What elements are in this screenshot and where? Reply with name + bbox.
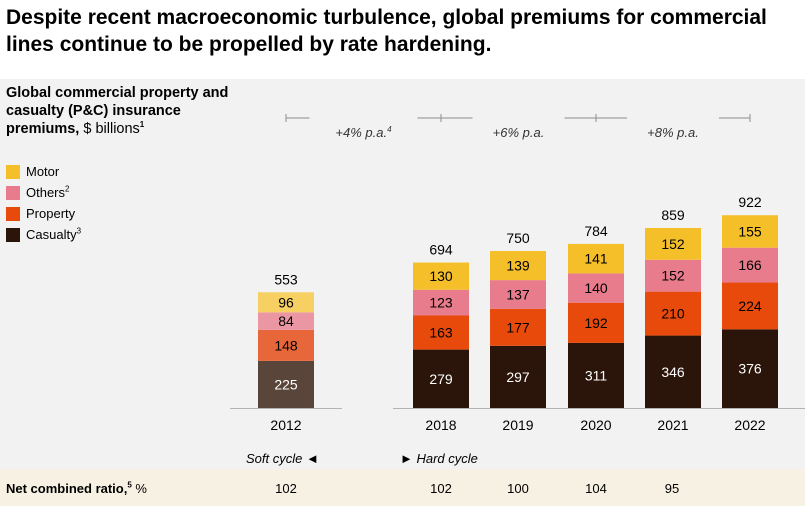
bar-others-2018 — [413, 289, 469, 316]
headline: Despite recent macroeconomic turbulence,… — [6, 6, 767, 56]
data-label-property-2021: 210 — [661, 306, 685, 322]
bar-motor-2021 — [645, 228, 701, 260]
tick-label-2012: 2012 — [270, 417, 301, 433]
data-label-motor-2020: 141 — [584, 251, 608, 267]
ratio-label: Net combined ratio,5 % — [6, 481, 147, 496]
bar-others-2020 — [568, 273, 624, 303]
bar-property-2022 — [722, 282, 778, 330]
legend-swatch-motor — [6, 165, 20, 179]
bar-others-2022 — [722, 247, 778, 283]
data-label-motor-2021: 152 — [661, 236, 685, 252]
ratio-value-2018: 102 — [430, 481, 452, 496]
tick-label-2020: 2020 — [580, 417, 611, 433]
legend-swatch-others — [6, 186, 20, 200]
ratio-band — [0, 469, 805, 506]
data-label-motor-2018: 130 — [429, 268, 453, 284]
bar-motor-2022 — [722, 215, 778, 248]
data-label-property-2018: 163 — [429, 325, 453, 341]
ratio-label-text: Net combined ratio, — [6, 481, 128, 496]
legend-label-casualty: Casualty — [26, 227, 77, 242]
growth-label--6-p-a--1: +6% p.a. — [493, 125, 545, 140]
total-label-2019: 750 — [506, 230, 530, 246]
growth-label--4-p-a--0: +4% p.a.4 — [335, 125, 392, 140]
ratio-value-2021: 95 — [664, 481, 680, 496]
data-label-property-2022: 224 — [738, 298, 762, 314]
ratio-value-2020: 104 — [585, 481, 607, 496]
growth-label--8-p-a--2: +8% p.a. — [647, 125, 699, 140]
legend-label-others: Others — [26, 185, 66, 200]
data-label-property-2012: 148 — [274, 337, 298, 353]
subtitle-unit: $ billions — [79, 121, 140, 137]
data-label-casualty-2021: 346 — [661, 364, 685, 380]
subtitle-footnote: 1 — [139, 120, 145, 130]
data-label-others-2021: 152 — [661, 268, 685, 284]
data-label-property-2019: 177 — [506, 319, 530, 335]
tick-label-2019: 2019 — [502, 417, 533, 433]
legend-label-property: Property — [26, 206, 76, 221]
total-label-2021: 859 — [661, 207, 685, 223]
tick-label-2022: 2022 — [734, 417, 765, 433]
data-label-motor-2019: 139 — [506, 258, 530, 274]
bar-property-2018 — [413, 315, 469, 350]
bar-casualty-2019 — [490, 345, 546, 408]
data-label-motor-2012: 96 — [278, 294, 294, 310]
bar-property-2021 — [645, 291, 701, 336]
legend-swatch-property — [6, 207, 20, 221]
bar-casualty-2021 — [645, 335, 701, 408]
total-label-2012: 553 — [274, 271, 298, 287]
data-label-casualty-2020: 311 — [585, 367, 608, 383]
chart-subtitle: Global commercial property and casualty … — [6, 84, 256, 138]
bar-motor-2012 — [258, 292, 314, 313]
bar-casualty-2022 — [722, 329, 778, 408]
legend-footnote-others: 2 — [65, 184, 70, 194]
data-label-others-2018: 123 — [429, 295, 453, 311]
bar-motor-2018 — [413, 262, 469, 290]
total-label-2022: 922 — [738, 194, 762, 210]
bar-others-2019 — [490, 280, 546, 309]
total-label-2018: 694 — [429, 242, 453, 258]
legend-swatch-casualty — [6, 228, 20, 242]
bar-casualty-2012 — [258, 360, 314, 408]
data-label-others-2012: 84 — [278, 313, 294, 329]
tick-label-2018: 2018 — [425, 417, 456, 433]
bar-property-2019 — [490, 308, 546, 346]
data-label-motor-2022: 155 — [738, 223, 762, 239]
data-label-others-2019: 137 — [506, 286, 530, 302]
soft-cycle-label: Soft cycle ◄ — [246, 451, 319, 466]
bar-casualty-2018 — [413, 349, 469, 408]
bar-motor-2019 — [490, 251, 546, 281]
bar-casualty-2020 — [568, 342, 624, 408]
legend-footnote-casualty: 3 — [76, 226, 82, 236]
data-label-casualty-2018: 279 — [429, 371, 453, 387]
subtitle-text: Global commercial property and casualty … — [6, 85, 229, 137]
bar-property-2012 — [258, 329, 314, 361]
hard-cycle-label: ► Hard cycle — [400, 451, 478, 466]
total-label-2020: 784 — [584, 223, 608, 239]
bar-property-2020 — [568, 302, 624, 343]
ratio-value-2012: 102 — [275, 481, 297, 496]
data-label-casualty-2022: 376 — [738, 361, 762, 377]
data-label-property-2020: 192 — [584, 315, 608, 331]
data-label-others-2022: 166 — [738, 257, 762, 273]
tick-label-2021: 2021 — [657, 417, 688, 433]
ratio-value-2019: 100 — [507, 481, 529, 496]
ratio-label-unit: % — [131, 481, 147, 496]
bar-others-2012 — [258, 312, 314, 330]
data-label-casualty-2019: 297 — [506, 369, 530, 385]
ratio-label-footnote: 5 — [127, 480, 132, 490]
bar-motor-2020 — [568, 243, 624, 274]
data-label-others-2020: 140 — [584, 280, 608, 296]
data-label-casualty-2012: 225 — [274, 376, 298, 392]
growth-footnote--4-p-a--0: 4 — [387, 125, 392, 134]
legend-label-motor: Motor — [26, 164, 60, 179]
bar-others-2021 — [645, 259, 701, 292]
